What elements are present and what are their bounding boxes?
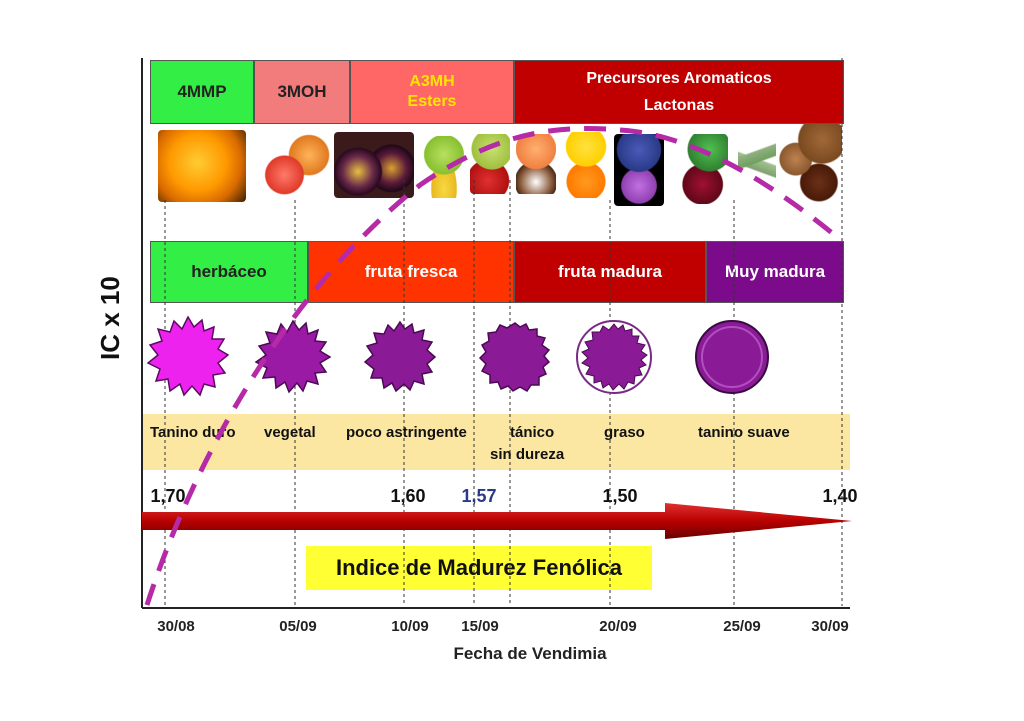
- aroma-band-label-2: Esters: [407, 93, 457, 110]
- date-label: 25/09: [723, 618, 761, 635]
- orange-fruit-icon: [158, 130, 246, 202]
- seed-inner: [701, 326, 763, 388]
- maturity-band-label: Muy madura: [724, 262, 826, 281]
- guide-lines: [164, 58, 843, 606]
- aroma-band-label: 4MMP: [177, 82, 227, 101]
- ic-value-170: 1,70: [150, 486, 186, 506]
- phenolic-curve: [144, 126, 844, 606]
- index-banner: Indice de Madurez Fenólica: [306, 546, 652, 590]
- seed-spiky: [254, 319, 332, 394]
- berries-mint-icon: [682, 134, 728, 204]
- grapefruit-peach-icon: [260, 132, 330, 198]
- seed-spiky: [478, 322, 551, 392]
- tannin-label-graso: graso: [604, 424, 645, 441]
- seed-outer: [695, 320, 769, 394]
- ic-value-157: 1,57: [461, 486, 497, 506]
- date-label: 30/08: [157, 618, 195, 635]
- passion-fruit-icon: [334, 132, 414, 198]
- tannin-label-suave: tanino suave: [698, 424, 790, 441]
- nuts-spices-icon: [776, 124, 842, 202]
- seed-spiky: [581, 323, 648, 391]
- tannin-label-vegetal: vegetal: [264, 424, 316, 441]
- pear-strawberry-icon: [470, 134, 510, 194]
- ic-value-150: 1,50: [602, 486, 638, 506]
- apple-banana-icon: [422, 136, 466, 198]
- aroma-band-4mmp: 4MMP: [150, 60, 254, 124]
- seed-spiky: [363, 320, 437, 393]
- maturity-band-muy-madura: Muy madura: [706, 241, 844, 303]
- ic-value-160: 1,60: [390, 486, 426, 506]
- citrus-icon: [564, 132, 608, 198]
- maturity-band-fruta-fresca: fruta fresca: [308, 241, 514, 303]
- maturity-band-label: fruta madura: [558, 262, 662, 281]
- date-label: 20/09: [599, 618, 637, 635]
- seed-tanino-suave: [695, 320, 769, 394]
- tannin-label-duro: Tanino duro: [150, 424, 236, 441]
- tannin-label-sin-dureza: sin dureza: [490, 446, 565, 463]
- aroma-band-label-1: Precursores Aromaticos: [586, 69, 772, 87]
- peach-coconut-icon: [516, 134, 556, 194]
- seed-vegetal: [254, 319, 332, 394]
- maturity-band-label: fruta fresca: [364, 262, 458, 281]
- maturity-band-label: herbáceo: [191, 262, 267, 281]
- seed-graso: [576, 320, 652, 394]
- date-label: 15/09: [461, 618, 499, 635]
- date-label: 30/09: [811, 618, 849, 635]
- aroma-band-label-2: Lactonas: [643, 96, 715, 114]
- blueberry-violet-icon: [614, 134, 664, 206]
- date-label: 05/09: [279, 618, 317, 635]
- seed-herbaceo: [146, 315, 230, 397]
- aroma-band-label-1: A3MH: [409, 73, 455, 90]
- seed-spiky: [146, 315, 230, 397]
- maturity-band-herbaceo: herbáceo: [150, 241, 308, 303]
- tannin-label-poco-astringente: poco astringente: [346, 424, 467, 441]
- aroma-band-3moh: 3MOH: [254, 60, 350, 124]
- aroma-band-label: 3MOH: [277, 82, 327, 101]
- tannin-label-tanico: tánico: [510, 424, 555, 441]
- seed-tanico: [478, 322, 551, 392]
- seed-poco-astringente: [363, 320, 437, 393]
- date-label: 10/09: [391, 618, 429, 635]
- aroma-band-precursores: Precursores Aromaticos Lactonas: [514, 60, 844, 124]
- x-axis-label: Fecha de Vendimia: [453, 644, 607, 663]
- ic-value-140: 1,40: [822, 486, 858, 506]
- aroma-band-a3mh: A3MH Esters: [350, 60, 514, 124]
- maturity-arrow: [142, 503, 852, 539]
- tannin-strip: [142, 414, 850, 470]
